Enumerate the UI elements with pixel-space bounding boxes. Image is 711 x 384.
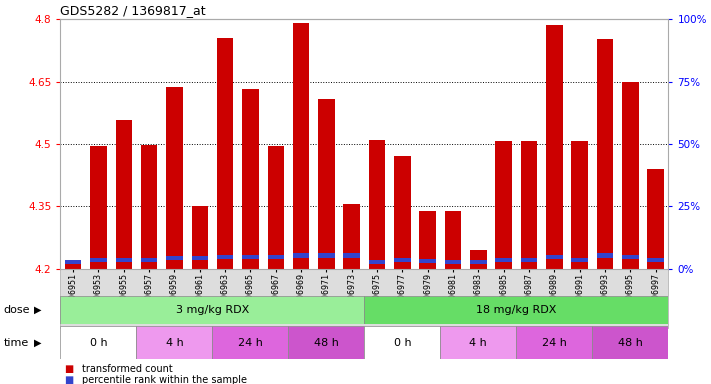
- Text: 4 h: 4 h: [469, 338, 487, 348]
- Text: 24 h: 24 h: [238, 338, 263, 348]
- Bar: [65, 263, 81, 269]
- Bar: [470, 260, 486, 264]
- Bar: [369, 140, 385, 269]
- Bar: [572, 258, 588, 262]
- Bar: [364, 326, 440, 359]
- Bar: [191, 257, 208, 260]
- Bar: [60, 326, 137, 359]
- Text: percentile rank within the sample: percentile rank within the sample: [82, 375, 247, 384]
- Bar: [65, 260, 81, 264]
- Bar: [213, 326, 289, 359]
- Bar: [242, 255, 259, 259]
- Bar: [597, 39, 614, 269]
- Text: 48 h: 48 h: [314, 338, 339, 348]
- Text: dose: dose: [4, 305, 30, 315]
- Bar: [115, 258, 132, 262]
- Text: GDS5282 / 1369817_at: GDS5282 / 1369817_at: [60, 3, 206, 17]
- Bar: [217, 255, 233, 259]
- Text: 18 mg/kg RDX: 18 mg/kg RDX: [476, 305, 557, 315]
- Bar: [293, 253, 309, 258]
- Bar: [597, 253, 614, 258]
- Bar: [343, 253, 360, 258]
- Text: 3 mg/kg RDX: 3 mg/kg RDX: [176, 305, 249, 315]
- Bar: [394, 157, 411, 269]
- Text: 4 h: 4 h: [166, 338, 183, 348]
- Bar: [516, 326, 592, 359]
- Text: 48 h: 48 h: [618, 338, 643, 348]
- Bar: [267, 255, 284, 259]
- Bar: [572, 141, 588, 269]
- Bar: [520, 258, 538, 262]
- Bar: [242, 89, 259, 269]
- Bar: [546, 255, 562, 259]
- Bar: [191, 205, 208, 269]
- Text: ▶: ▶: [34, 305, 42, 315]
- Bar: [546, 25, 562, 269]
- Text: ■: ■: [64, 375, 73, 384]
- Text: ■: ■: [64, 364, 73, 374]
- Bar: [343, 204, 360, 269]
- Text: transformed count: transformed count: [82, 364, 173, 374]
- Bar: [648, 258, 664, 262]
- Text: time: time: [4, 338, 29, 348]
- Bar: [622, 83, 638, 269]
- Bar: [445, 210, 461, 269]
- Bar: [289, 326, 364, 359]
- Bar: [318, 99, 335, 269]
- Bar: [90, 258, 107, 262]
- Bar: [90, 146, 107, 269]
- Bar: [364, 296, 668, 324]
- Bar: [520, 141, 538, 269]
- Bar: [496, 258, 512, 262]
- Bar: [369, 260, 385, 264]
- Bar: [419, 212, 436, 269]
- Bar: [166, 257, 183, 260]
- Bar: [115, 120, 132, 269]
- Bar: [60, 296, 364, 324]
- Bar: [137, 326, 213, 359]
- Bar: [217, 38, 233, 269]
- Bar: [267, 146, 284, 269]
- Bar: [141, 145, 157, 269]
- Bar: [445, 260, 461, 264]
- Text: 24 h: 24 h: [542, 338, 567, 348]
- Bar: [394, 258, 411, 262]
- Bar: [293, 23, 309, 269]
- Bar: [419, 259, 436, 263]
- Bar: [592, 326, 668, 359]
- Bar: [166, 87, 183, 269]
- Bar: [496, 141, 512, 269]
- Bar: [622, 255, 638, 259]
- Text: ▶: ▶: [34, 338, 42, 348]
- Bar: [470, 250, 486, 269]
- Text: 0 h: 0 h: [90, 338, 107, 348]
- Bar: [141, 258, 157, 262]
- Text: 0 h: 0 h: [394, 338, 411, 348]
- Bar: [440, 326, 516, 359]
- Bar: [648, 169, 664, 269]
- Bar: [318, 253, 335, 258]
